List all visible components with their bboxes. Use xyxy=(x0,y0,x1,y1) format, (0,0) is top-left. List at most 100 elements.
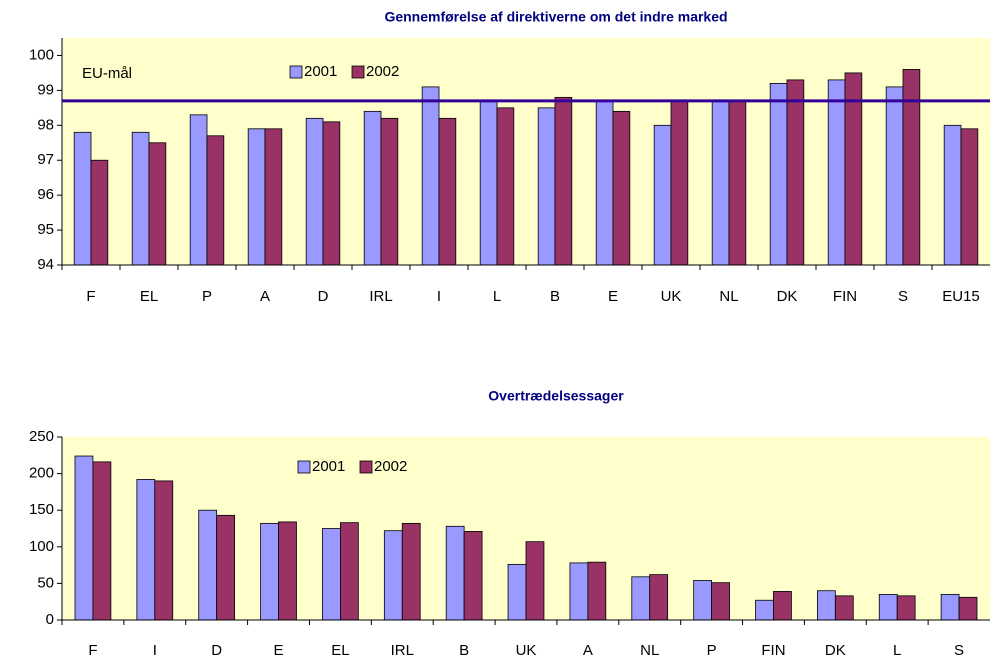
bar xyxy=(216,514,236,621)
bar xyxy=(463,531,483,621)
y-tick-label: 94 xyxy=(37,256,54,273)
legend-swatch xyxy=(297,460,311,474)
x-tick-label: DK xyxy=(777,288,798,305)
bar xyxy=(827,79,846,266)
bar xyxy=(612,110,631,266)
bar xyxy=(339,522,359,621)
bar xyxy=(693,580,713,621)
x-tick-label: I xyxy=(153,642,157,659)
y-tick-label: 0 xyxy=(46,611,54,628)
y-tick-label: 98 xyxy=(37,116,54,133)
x-tick-label: S xyxy=(954,642,964,659)
x-tick-label: UK xyxy=(661,288,682,305)
bar xyxy=(896,595,916,621)
bar xyxy=(816,590,836,621)
x-tick-label: F xyxy=(88,642,97,659)
bar xyxy=(902,69,921,266)
bar xyxy=(445,525,465,621)
bar xyxy=(595,100,614,266)
bar xyxy=(728,100,747,266)
bar xyxy=(74,455,94,621)
bar xyxy=(136,479,156,621)
x-tick-label: IRL xyxy=(391,642,414,659)
bar xyxy=(421,86,440,266)
legend-swatch xyxy=(289,65,303,79)
legend-label: 2001 xyxy=(304,63,337,80)
bar xyxy=(885,86,904,266)
bar xyxy=(363,110,382,266)
bar xyxy=(507,563,527,621)
bar xyxy=(322,121,341,266)
bar xyxy=(958,596,978,621)
bar xyxy=(755,599,774,621)
bar xyxy=(711,100,730,266)
x-tick-label: NL xyxy=(719,288,738,305)
bar xyxy=(711,582,730,621)
bar xyxy=(631,576,651,621)
x-tick-label: NL xyxy=(640,642,659,659)
bar xyxy=(786,79,805,266)
bar xyxy=(131,131,150,266)
x-tick-label: D xyxy=(211,642,222,659)
legend-label: 2002 xyxy=(374,458,407,475)
bar xyxy=(479,100,498,266)
y-tick-label: 200 xyxy=(29,465,54,482)
x-tick-label: A xyxy=(583,642,593,659)
x-tick-label: DK xyxy=(825,642,846,659)
target-label: EU-mål xyxy=(82,65,132,82)
y-tick-label: 99 xyxy=(37,81,54,98)
y-tick-label: 50 xyxy=(37,574,54,591)
bar xyxy=(383,530,403,621)
bar xyxy=(773,591,792,621)
bar xyxy=(525,541,545,621)
x-tick-label: P xyxy=(707,642,717,659)
bar xyxy=(206,135,225,266)
x-tick-label: P xyxy=(202,288,212,305)
bar xyxy=(569,562,589,621)
bar xyxy=(537,107,556,266)
chart-title: Gennemførelse af direktiverne om det ind… xyxy=(384,9,727,25)
x-tick-label: B xyxy=(459,642,469,659)
y-tick-label: 95 xyxy=(37,221,54,238)
bar xyxy=(834,595,854,621)
bar xyxy=(878,593,898,621)
legend-swatch xyxy=(359,460,373,474)
bar xyxy=(653,124,672,266)
x-tick-label: FIN xyxy=(833,288,857,305)
bar xyxy=(769,83,788,266)
bar xyxy=(649,574,669,621)
x-tick-label: E xyxy=(274,642,284,659)
y-tick-label: 250 xyxy=(29,428,54,445)
bar xyxy=(305,117,324,266)
x-tick-label: L xyxy=(493,288,501,305)
x-tick-label: E xyxy=(608,288,618,305)
bar xyxy=(496,107,515,266)
bar xyxy=(960,128,979,266)
bar xyxy=(438,117,457,266)
x-tick-label: S xyxy=(898,288,908,305)
chart-title: Overtrædelsessager xyxy=(488,388,624,404)
y-tick-label: 100 xyxy=(29,538,54,555)
y-tick-label: 100 xyxy=(29,46,54,63)
x-tick-label: IRL xyxy=(369,288,392,305)
y-tick-label: 150 xyxy=(29,501,54,518)
x-tick-label: B xyxy=(550,288,560,305)
y-tick-label: 96 xyxy=(37,186,54,203)
bar xyxy=(670,100,689,266)
bar xyxy=(260,522,279,621)
bar xyxy=(264,128,283,266)
bar xyxy=(322,528,341,621)
bar xyxy=(198,509,218,621)
legend-label: 2001 xyxy=(312,458,345,475)
bar xyxy=(189,114,208,266)
x-tick-label: F xyxy=(86,288,95,305)
legend-swatch xyxy=(351,65,365,79)
bar xyxy=(940,593,960,621)
bar xyxy=(247,128,266,266)
bar xyxy=(554,96,573,266)
x-tick-label: A xyxy=(260,288,270,305)
y-tick-label: 97 xyxy=(37,151,54,168)
bar xyxy=(380,117,399,266)
bar xyxy=(148,142,167,266)
